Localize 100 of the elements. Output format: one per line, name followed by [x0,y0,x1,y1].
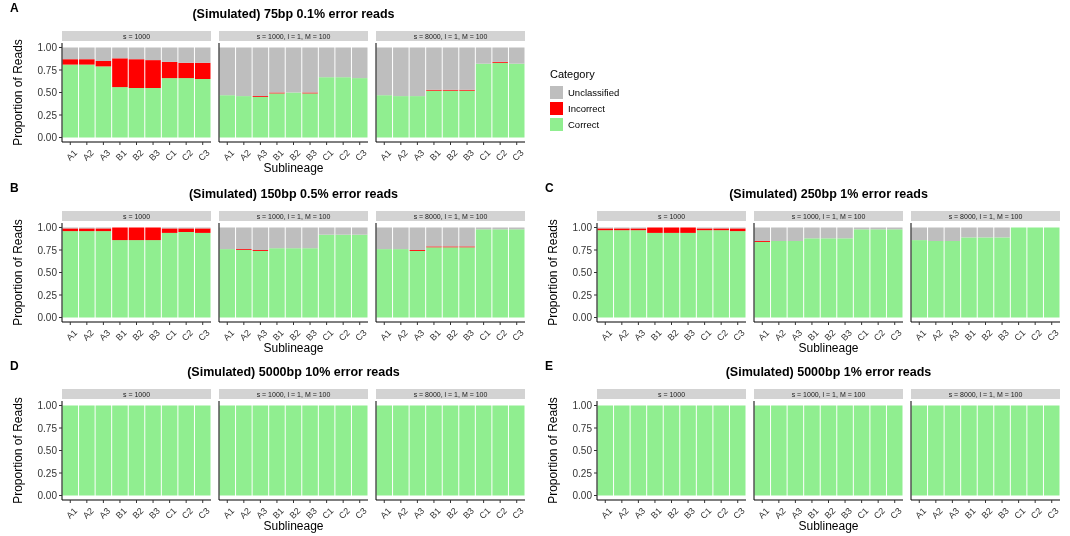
x-tick-label: A3 [411,147,427,163]
x-tick-label: B3 [461,147,476,163]
x-tick-label: A3 [946,505,962,521]
x-tick-label: B3 [461,327,476,343]
text: E [545,359,554,373]
x-tick-label: B2 [665,505,681,521]
x-tick-label: A2 [237,147,253,163]
x-tick-label: C3 [353,147,369,164]
x-axis-title: Sublineage [798,519,859,533]
y-tick-label: 0.75 [37,64,58,76]
legend-label: Unclassified [568,86,620,98]
y-tick-label: 0.50 [572,445,593,456]
x-tick-label: C1 [477,327,493,344]
chart-title: (Simulated) 75bp 0.1% error reads [192,7,395,21]
x-tick-label: B2 [130,327,146,343]
x-tick-label: C1 [163,147,179,164]
y-tick-label: 0.50 [572,267,593,278]
x-tick-label: C2 [714,327,731,344]
x-tick-label: B3 [682,505,697,521]
x-tick-label: A3 [946,327,962,343]
x-tick-label: B3 [304,327,319,343]
y-tick-label: 0.75 [572,422,593,434]
y-tick-label: 0.00 [572,312,593,323]
x-tick-label: B3 [996,505,1011,521]
x-tick-label: B3 [147,327,162,343]
x-tick-label: A2 [80,505,96,521]
x-tick-label: A2 [80,147,96,163]
x-tick-label: A1 [221,505,237,521]
x-tick-label: B1 [113,327,129,343]
x-tick-label: B2 [665,327,681,343]
x-tick-label: A1 [756,327,772,343]
x-tick-label: B3 [839,327,854,343]
y-tick-label: 0.00 [572,490,593,501]
x-tick-label: B2 [130,147,146,163]
y-tick-label: 0.25 [572,289,593,301]
x-tick-label: B1 [270,505,286,521]
x-tick-label: C3 [353,505,369,522]
x-tick-label: B2 [444,147,460,163]
x-tick-label: B3 [147,505,162,521]
x-tick-label: B1 [113,147,129,163]
y-tick-label: 0.25 [572,467,593,479]
x-tick-label: C2 [179,327,196,344]
x-tick-label: A3 [411,327,427,343]
x-tick-label: C2 [336,505,353,522]
x-tick-label: C3 [353,327,369,344]
x-tick-label: A2 [237,505,253,521]
x-tick-label: C3 [510,147,526,164]
x-tick-label: A3 [97,147,113,163]
x-tick-label: C2 [179,505,196,522]
x-tick-label: C1 [1012,327,1028,344]
y-tick-label: 1.00 [37,400,58,411]
y-axis-title: Proportion of Reads [546,219,560,326]
x-tick-label: C1 [855,505,871,522]
x-axis-title: Sublineage [798,341,859,355]
x-tick-label: C3 [196,505,212,522]
x-tick-label: C3 [888,327,904,344]
x-tick-label: B3 [304,505,319,521]
x-tick-label: A1 [378,327,394,343]
x-tick-label: B3 [996,327,1011,343]
x-tick-label: C2 [493,327,510,344]
x-tick-label: C2 [336,147,353,164]
x-tick-label: A2 [615,327,631,343]
x-tick-label: B3 [304,147,319,163]
x-tick-label: C3 [1045,327,1061,344]
x-tick-label: C1 [477,147,493,164]
x-tick-label: A2 [394,505,410,521]
x-tick-label: A3 [254,505,270,521]
x-tick-label: A2 [929,505,945,521]
x-tick-label: A1 [913,505,929,521]
legend-title: Category [550,68,596,80]
x-tick-label: C3 [731,327,747,344]
y-tick-label: 0.00 [37,490,58,501]
x-tick-label: B1 [648,505,664,521]
x-tick-label: C3 [510,505,526,522]
x-tick-label: A1 [221,147,237,163]
x-tick-label: C1 [698,327,714,344]
x-tick-label: B3 [839,505,854,521]
y-tick-label: 1.00 [37,42,58,53]
legend-label: Correct [568,118,600,130]
x-tick-label: C2 [493,147,510,164]
x-tick-label: A1 [64,147,80,163]
y-axis-title: Proportion of Reads [11,397,25,504]
x-tick-label: B1 [270,147,286,163]
y-axis-title: Proportion of Reads [11,219,25,326]
x-tick-label: B2 [287,505,303,521]
x-tick-label: B1 [427,147,443,163]
x-tick-label: B1 [962,327,978,343]
y-axis-title: Proportion of Reads [11,39,25,146]
x-tick-label: B2 [822,505,838,521]
x-tick-label: C3 [888,505,904,522]
x-tick-label: A2 [772,327,788,343]
x-tick-label: C1 [698,505,714,522]
x-tick-label: C1 [163,327,179,344]
x-tick-label: B1 [270,327,286,343]
x-tick-label: A1 [378,147,394,163]
x-axis-title: Sublineage [263,519,324,533]
y-tick-label: 0.75 [572,244,593,256]
y-tick-label: 0.75 [37,422,58,434]
x-tick-label: B2 [979,327,995,343]
x-tick-label: C2 [871,505,888,522]
